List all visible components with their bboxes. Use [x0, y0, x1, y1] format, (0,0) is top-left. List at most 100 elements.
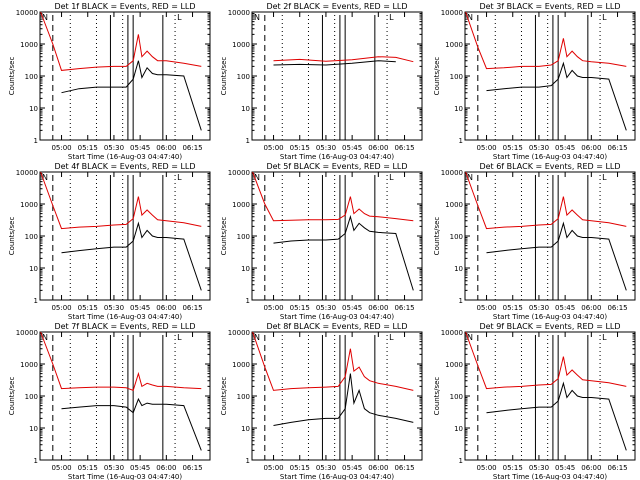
lld-series-line [273, 56, 414, 63]
y-tick-label: 1 [459, 457, 463, 465]
panel-title: Det 5f BLACK = Events, RED = LLD [266, 162, 407, 171]
x-tick-label: 05:30 [316, 464, 336, 472]
y-tick-label: 100 [25, 393, 38, 401]
detector-panel: Det 4f BLACK = Events, RED = LLD 1 10 100 10… [8, 162, 211, 321]
events-series-line [486, 61, 627, 131]
x-tick-label: 05:45 [130, 304, 150, 312]
corner-mark: L [602, 333, 607, 342]
y-tick-label: 1000 [445, 201, 463, 209]
y-tick-label: 1000 [20, 201, 38, 209]
corner-mark: N [42, 13, 48, 22]
panel-title: Det 9f BLACK = Events, RED = LLD [479, 322, 620, 331]
corner-mark: N [254, 333, 260, 342]
x-tick-label: 05:30 [529, 304, 549, 312]
y-tick-label: 100 [450, 73, 463, 81]
x-tick-label: 05:45 [130, 464, 150, 472]
x-tick-label: 05:00 [51, 464, 71, 472]
events-series-line [486, 221, 627, 291]
lld-series-line [465, 171, 627, 230]
x-tick-label: 06:15 [394, 464, 414, 472]
x-tick-label: 05:30 [529, 144, 549, 152]
y-tick-label: 100 [237, 73, 250, 81]
detector-panel: Det 3f BLACK = Events, RED = LLD 1 10 100 10… [433, 2, 636, 161]
y-axis-label: Counts/sec [8, 377, 16, 416]
panel-title: Det 8f BLACK = Events, RED = LLD [266, 322, 407, 331]
plot-frame [464, 331, 636, 461]
x-tick-label: 06:00 [368, 144, 388, 152]
corner-mark: L [389, 173, 394, 182]
lld-series-line [465, 11, 627, 70]
detector-panel: Det 6f BLACK = Events, RED = LLD 1 10 100 10… [433, 162, 636, 321]
x-tick-label: 05:45 [555, 464, 575, 472]
panel-title: Det 2f BLACK = Events, RED = LLD [266, 2, 407, 11]
x-tick-label: 06:00 [581, 464, 601, 472]
x-tick-label: 05:30 [529, 464, 549, 472]
plot-frame [39, 11, 211, 141]
y-tick-label: 10000 [441, 169, 463, 177]
detector-panel: Det 5f BLACK = Events, RED = LLD 1 10 100 10… [220, 162, 423, 321]
y-tick-label: 1000 [20, 41, 38, 49]
events-series-line [273, 60, 396, 66]
y-tick-label: 1000 [232, 361, 250, 369]
x-tick-label: 06:15 [607, 464, 627, 472]
y-tick-label: 1 [34, 297, 38, 305]
x-tick-label: 06:15 [607, 144, 627, 152]
y-tick-label: 10000 [441, 9, 463, 17]
detector-panel: Det 8f BLACK = Events, RED = LLD 1 10 100 10… [220, 322, 423, 480]
panel-title: Det 7f BLACK = Events, RED = LLD [54, 322, 195, 331]
y-tick-label: 1000 [232, 201, 250, 209]
y-axis-label: Counts/sec [220, 377, 228, 416]
corner-mark: L [389, 13, 394, 22]
plot-frame [464, 171, 636, 301]
lld-series-line [252, 331, 414, 391]
x-tick-label: 06:15 [607, 304, 627, 312]
lld-series-line [40, 331, 202, 392]
y-tick-label: 1 [246, 297, 250, 305]
y-tick-label: 10 [454, 105, 463, 113]
x-tick-label: 05:00 [476, 304, 496, 312]
y-tick-label: 1 [34, 457, 38, 465]
events-series-line [61, 221, 202, 291]
corner-mark: L [177, 13, 182, 22]
detector-panel: Det 9f BLACK = Events, RED = LLD 1 10 100 10… [433, 322, 636, 480]
x-tick-label: 05:00 [476, 464, 496, 472]
corner-mark: N [254, 173, 260, 182]
x-tick-label: 05:00 [263, 464, 283, 472]
y-axis-label: Counts/sec [8, 217, 16, 256]
x-tick-label: 06:00 [581, 304, 601, 312]
y-tick-label: 10 [29, 265, 38, 273]
corner-mark: N [254, 13, 260, 22]
x-tick-label: 05:00 [51, 144, 71, 152]
y-axis-label: Counts/sec [433, 57, 441, 96]
x-tick-label: 06:00 [156, 464, 176, 472]
x-tick-label: 06:00 [581, 144, 601, 152]
x-tick-label: 05:45 [342, 464, 362, 472]
y-tick-label: 1 [459, 297, 463, 305]
x-tick-label: 05:30 [316, 144, 336, 152]
y-tick-label: 100 [450, 233, 463, 241]
x-tick-label: 05:15 [290, 464, 310, 472]
plot-frame [464, 11, 636, 141]
events-series-line [273, 214, 414, 291]
x-tick-label: 05:15 [290, 304, 310, 312]
y-tick-label: 1 [246, 137, 250, 145]
corner-mark: N [42, 333, 48, 342]
x-tick-label: 05:30 [104, 464, 124, 472]
y-tick-label: 10 [454, 425, 463, 433]
y-tick-label: 100 [237, 393, 250, 401]
corner-mark: N [467, 333, 473, 342]
y-tick-label: 100 [25, 233, 38, 241]
x-axis-label: Start Time (16-Aug-03 04:47:40) [68, 313, 182, 321]
x-tick-label: 06:00 [156, 144, 176, 152]
y-tick-label: 10 [241, 105, 250, 113]
x-tick-label: 05:00 [476, 144, 496, 152]
y-tick-label: 1000 [445, 41, 463, 49]
corner-mark: N [42, 173, 48, 182]
plot-frame [39, 331, 211, 461]
x-tick-label: 05:15 [78, 144, 98, 152]
x-axis-label: Start Time (16-Aug-03 04:47:40) [493, 153, 607, 161]
x-tick-label: 06:15 [182, 304, 202, 312]
x-tick-label: 05:30 [316, 304, 336, 312]
y-tick-label: 10000 [228, 9, 250, 17]
y-tick-label: 10 [29, 425, 38, 433]
